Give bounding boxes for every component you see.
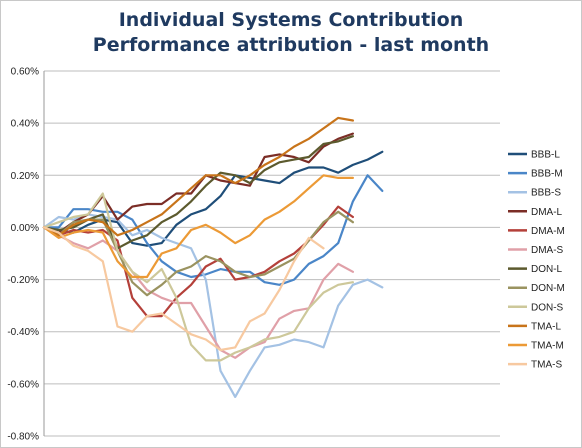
- legend-label: BBB-S: [531, 188, 561, 199]
- y-tick-label: -0.60%: [7, 379, 39, 390]
- legend-label: BBB-M: [531, 169, 563, 180]
- series-line-tma-m: [42, 174, 354, 279]
- legend-label: DON-M: [531, 283, 565, 294]
- series-line-don-s: [42, 192, 354, 362]
- legend-label: TMA-L: [531, 321, 561, 332]
- chart-title: Individual Systems Contribution: [118, 9, 464, 31]
- legend-label: DMA-L: [531, 207, 563, 218]
- series-line-dma-s: [42, 226, 354, 359]
- chart-subtitle: Performance attribution - last month: [92, 34, 490, 56]
- legend-label: TMA-M: [531, 341, 564, 352]
- y-tick-label: -0.20%: [7, 275, 39, 286]
- legend-label: DON-S: [531, 302, 564, 313]
- series-line-tma-s: [42, 226, 325, 352]
- legend-label: TMA-S: [531, 360, 562, 371]
- y-tick-label: 0.40%: [11, 119, 39, 130]
- y-tick-label: -0.80%: [7, 432, 39, 443]
- y-tick-label: 0.20%: [11, 171, 39, 182]
- y-tick-label: 0.00%: [11, 223, 39, 234]
- chart-title-block: Individual Systems Contribution Performa…: [0, 8, 582, 58]
- series-lines: [42, 116, 384, 398]
- series-line-tma-l: [42, 116, 354, 237]
- y-tick-label: -0.40%: [7, 327, 39, 338]
- legend-label: DON-L: [531, 264, 563, 275]
- legend-label: DMA-S: [531, 245, 564, 256]
- series-line-bbb-s: [42, 213, 384, 398]
- axes: 0.60% 0.40% 0.20% 0.00% -0.20% -0.40% -0.60% -0…: [7, 67, 45, 443]
- series-line-bbb-m: [42, 174, 384, 286]
- legend-label: DMA-M: [531, 226, 565, 237]
- y-tick-label: 0.60%: [11, 67, 39, 78]
- legend-label: BBB-L: [531, 150, 560, 161]
- legend: BBB-L BBB-M BBB-S DMA-L DMA-M DMA-S DON-L DON-M…: [508, 150, 565, 371]
- series-line-don-l: [42, 135, 354, 250]
